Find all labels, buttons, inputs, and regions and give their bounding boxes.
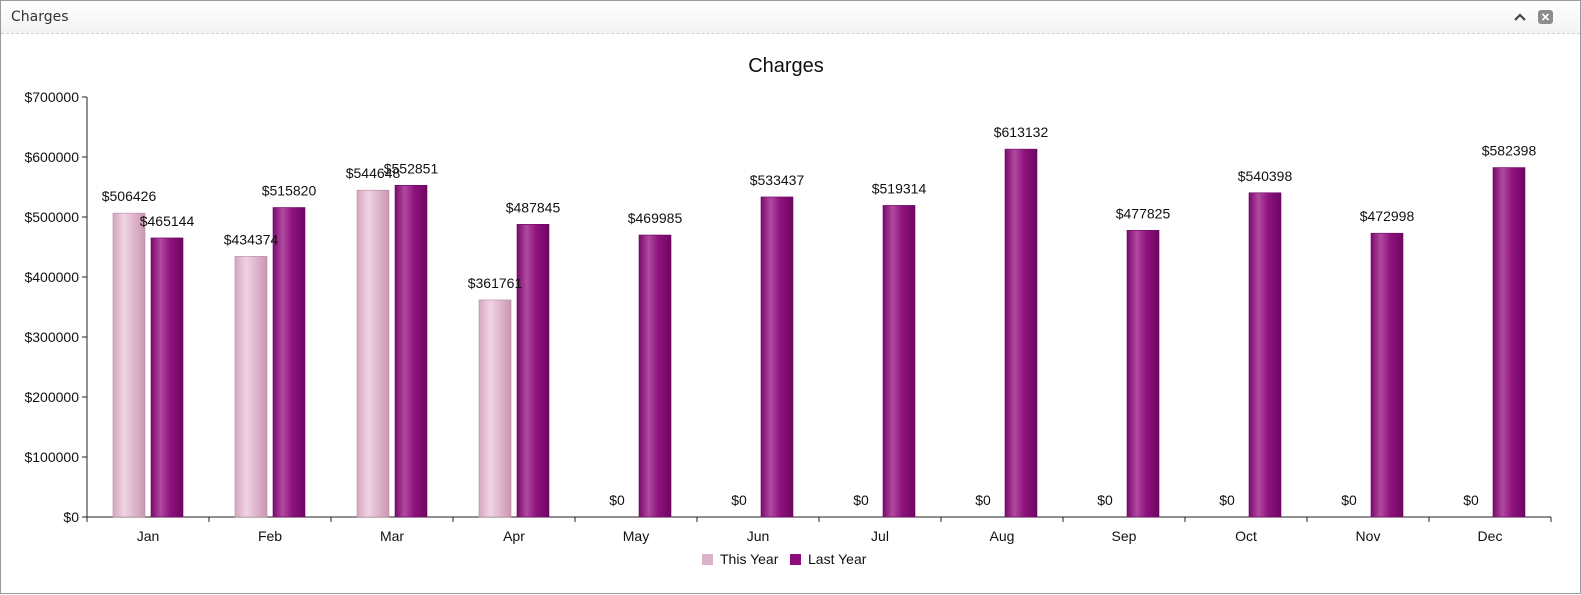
data-label: $0	[1097, 492, 1113, 508]
x-tick-label: Sep	[1112, 528, 1137, 544]
y-tick-label: $300000	[24, 329, 79, 345]
legend-swatch	[790, 554, 801, 565]
data-label: $469985	[628, 210, 683, 226]
chevron-up-icon[interactable]	[1512, 9, 1528, 25]
bar-last-year	[1492, 167, 1526, 518]
data-label: $434374	[224, 231, 279, 247]
data-label: $540398	[1238, 168, 1293, 184]
y-tick-label: $600000	[24, 149, 79, 165]
data-label: $519314	[872, 180, 927, 196]
bar-last-year	[150, 237, 184, 518]
x-tick-label: Mar	[380, 528, 404, 544]
data-label: $0	[609, 492, 625, 508]
bar-last-year	[1004, 148, 1038, 518]
x-tick-label: Dec	[1478, 528, 1503, 544]
panel-titlebar: Charges	[1, 1, 1580, 34]
data-label: $0	[1341, 492, 1357, 508]
data-label: $613132	[994, 124, 1049, 140]
x-tick-label: Jun	[747, 528, 770, 544]
x-tick-label: Feb	[258, 528, 282, 544]
data-label: $0	[731, 492, 747, 508]
bar-last-year	[1126, 230, 1160, 518]
bar-last-year	[1248, 192, 1282, 518]
bar-last-year	[516, 223, 550, 518]
bar-last-year	[1370, 232, 1404, 518]
data-label: $533437	[750, 172, 805, 188]
y-tick-label: $100000	[24, 449, 79, 465]
bar-last-year	[272, 207, 306, 518]
data-label: $515820	[262, 183, 317, 199]
data-label: $0	[975, 492, 991, 508]
chart-legend: This Year Last Year	[702, 551, 867, 567]
y-tick-label: $0	[63, 509, 79, 525]
charges-chart: Charges $0 $100000 $200000 $300000 $400000 $5…	[24, 55, 1552, 567]
panel-title: Charges	[11, 9, 69, 25]
data-label: $506426	[102, 188, 157, 204]
data-label: $477825	[1116, 205, 1171, 221]
x-tick-label: Aug	[990, 528, 1015, 544]
bar-this-year	[356, 189, 390, 518]
legend-swatch	[702, 554, 713, 565]
x-tick-label: Jul	[871, 528, 889, 544]
y-tick-label: $700000	[24, 89, 79, 105]
data-label: $361761	[468, 275, 523, 291]
bar-last-year	[638, 234, 672, 518]
x-tick-label: May	[623, 528, 649, 544]
x-tick-label: Nov	[1356, 528, 1381, 544]
data-label: $487845	[506, 199, 561, 215]
y-tick-label: $200000	[24, 389, 79, 405]
x-tick-label: Jan	[137, 528, 160, 544]
y-tick-label: $500000	[24, 209, 79, 225]
bar-this-year	[112, 212, 146, 518]
legend-label: Last Year	[808, 551, 867, 567]
data-label: $465144	[140, 213, 195, 229]
data-label: $582398	[1482, 143, 1537, 159]
x-tick-label: Oct	[1235, 528, 1257, 544]
data-label: $0	[1219, 492, 1235, 508]
chart-area: Charges $0 $100000 $200000 $300000 $400000 $5…	[5, 34, 1577, 595]
bar-this-year	[478, 299, 512, 518]
x-tick-label: Apr	[503, 528, 525, 544]
data-label: $0	[1463, 492, 1479, 508]
close-icon[interactable]	[1538, 10, 1553, 24]
bar-last-year	[882, 205, 916, 518]
data-label: $472998	[1360, 208, 1415, 224]
data-label: $544648	[346, 165, 401, 181]
data-label: $0	[853, 492, 869, 508]
bar-last-year	[394, 184, 428, 518]
legend-label: This Year	[720, 551, 779, 567]
data-label: $552851	[384, 160, 439, 176]
y-tick-label: $400000	[24, 269, 79, 285]
bar-last-year	[760, 196, 794, 518]
chart-title: Charges	[748, 55, 824, 77]
bar-this-year	[234, 256, 268, 518]
